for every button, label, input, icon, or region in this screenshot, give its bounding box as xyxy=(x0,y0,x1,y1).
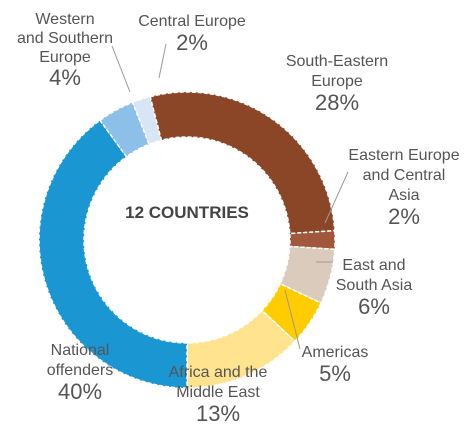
label-value: 4% xyxy=(49,65,81,90)
label-value: 28% xyxy=(315,90,359,115)
label-western-and-southern-europe: Western and Southern Europe 4% xyxy=(17,11,113,90)
label-name-line: East and xyxy=(342,257,405,274)
slice-western-and-southern-europe xyxy=(98,101,151,158)
slice-national-offenders xyxy=(38,119,188,389)
label-eastern-europe-and-central-asia: Eastern Europe and Central Asia 2% xyxy=(348,147,459,229)
label-central-europe: Central Europe 2% xyxy=(138,13,246,55)
leader-lines xyxy=(111,43,349,350)
label-name-line: and Southern xyxy=(17,30,113,47)
leader-western-and-southern-europe xyxy=(111,45,131,93)
label-name-line: offenders xyxy=(47,362,113,379)
label-value: 6% xyxy=(358,294,390,319)
label-name-line: South Asia xyxy=(336,277,413,294)
leader-central-europe xyxy=(158,43,167,79)
label-value: 5% xyxy=(319,361,351,386)
center-label: 12 COUNTRIES xyxy=(125,203,249,222)
label-name-line: Europe xyxy=(39,49,91,66)
label-name-line: Asia xyxy=(388,187,419,204)
label-value: 40% xyxy=(58,379,102,404)
label-value: 2% xyxy=(176,30,208,55)
label-south-eastern-europe: South-Eastern Europe 28% xyxy=(286,53,388,115)
label-name-line: Middle East xyxy=(176,384,260,401)
label-national-offenders: National offenders 40% xyxy=(47,342,113,404)
leader-americas xyxy=(284,289,301,350)
label-name-line: Africa and the xyxy=(169,364,268,381)
donut-slices xyxy=(38,91,336,389)
label-value: 2% xyxy=(388,204,420,229)
label-value: 13% xyxy=(196,401,240,426)
label-africa-and-the-middle-east: Africa and the Middle East 13% xyxy=(169,364,268,426)
label-name-line: Western xyxy=(35,11,94,28)
label-name-line: Central Europe xyxy=(138,13,246,30)
label-name-line: South-Eastern xyxy=(286,53,388,70)
leader-eastern-europe-and-central-asia xyxy=(324,171,349,224)
label-name-line: National xyxy=(51,342,110,359)
label-name-line: Americas xyxy=(302,344,369,361)
label-name-line: Eastern Europe xyxy=(348,147,459,164)
label-east-and-south-asia: East and South Asia 6% xyxy=(336,257,413,319)
slice-labels: Central Europe 2%South-Eastern Europe 28%Ea… xyxy=(17,11,460,426)
label-name-line: and Central xyxy=(363,167,446,184)
label-name-line: Europe xyxy=(311,73,363,90)
label-americas: Americas 5% xyxy=(302,344,369,386)
